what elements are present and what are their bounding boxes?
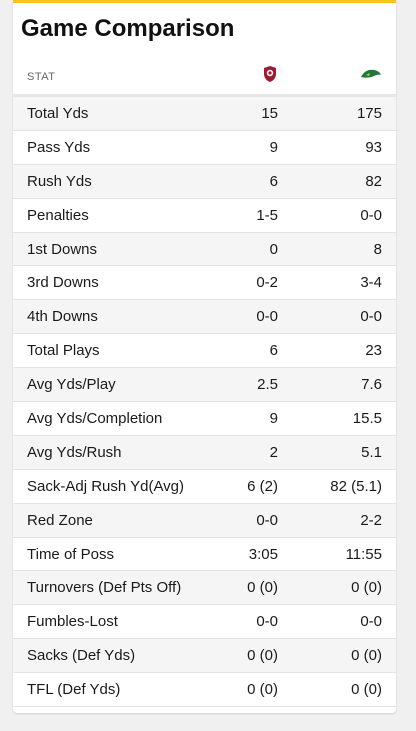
stat-label: Fumbles-Lost	[27, 613, 118, 631]
stat-label: Avg Yds/Play	[27, 376, 116, 394]
stat-label: 3rd Downs	[27, 274, 99, 292]
team2-value: 0 (0)	[351, 681, 382, 699]
table-row: Red Zone 0-0 2-2	[13, 503, 396, 538]
stat-label: Turnovers (Def Pts Off)	[27, 579, 182, 597]
team2-value: 93	[365, 138, 382, 156]
stat-label: Avg Yds/Completion	[27, 409, 163, 427]
team1-value: 0 (0)	[247, 681, 278, 699]
stat-label: Time of Poss	[27, 545, 114, 563]
table-row: Avg Yds/Completion 9 15.5	[13, 402, 396, 436]
team1-value: 0 (0)	[247, 579, 278, 597]
team1-value: 15	[261, 104, 278, 122]
stat-label: Red Zone	[27, 511, 93, 529]
team1-value: 0 (0)	[247, 647, 278, 665]
stat-label: Penalties	[27, 206, 89, 224]
team2-value: 175	[356, 104, 382, 122]
table-row: 3rd Downs 0-2 3-4	[13, 266, 396, 301]
stat-label: 1st Downs	[27, 240, 98, 258]
table-row: Avg Yds/Play 2.5 7.6	[13, 368, 396, 403]
table-row: Rush Yds 6 82	[13, 164, 396, 199]
table-row: Penalties 1-5 0-0	[13, 198, 396, 233]
team2-value: 23	[365, 342, 382, 360]
green-team-logo-icon	[361, 69, 381, 78]
team1-value: 6	[269, 342, 278, 360]
team1-value: 6 (2)	[247, 477, 278, 495]
table-row: Sack-Adj Rush Yd(Avg) 6 (2) 82 (5.1)	[13, 469, 396, 504]
team2-value: 82	[365, 172, 382, 190]
stat-label: Total Yds	[27, 104, 89, 122]
team1-value: 0-2	[256, 274, 278, 292]
table-row: Total Yds 15 175	[13, 97, 396, 131]
team2-value: 3-4	[360, 274, 382, 292]
game-comparison-card: Game Comparison STAT Total Yds 15 175 Pass …	[13, 0, 396, 713]
stats-table-body: Total Yds 15 175 Pass Yds 9 93 Rush Yds 6 82 Pena…	[13, 97, 396, 708]
red-badge-logo-icon	[264, 65, 276, 82]
stat-label: Pass Yds	[27, 138, 91, 156]
stat-label: TFL (Def Yds)	[27, 681, 121, 699]
team1-value: 6	[269, 172, 278, 190]
table-row: TFL (Def Yds) 0 (0) 0 (0)	[13, 673, 396, 708]
table-row: Avg Yds/Rush 2 5.1	[13, 435, 396, 470]
team1-value: 0-0	[256, 511, 278, 529]
table-header: STAT	[13, 53, 396, 97]
stat-label: Rush Yds	[27, 172, 92, 190]
team2-value: 0-0	[360, 613, 382, 631]
team2-value: 5.1	[361, 443, 382, 461]
team1-value: 3:05	[248, 545, 278, 563]
table-row: Sacks (Def Yds) 0 (0) 0 (0)	[13, 639, 396, 674]
table-row: 4th Downs 0-0 0-0	[13, 300, 396, 335]
table-row: Fumbles-Lost 0-0 0-0	[13, 605, 396, 640]
table-row: Time of Poss 3:05 11:55	[13, 537, 396, 572]
team1-value: 0-0	[256, 308, 278, 326]
team2-value: 15.5	[352, 409, 382, 427]
table-row: 1st Downs 0 8	[13, 232, 396, 267]
team1-value: 9	[269, 409, 278, 427]
team1-value: 2.5	[257, 376, 278, 394]
team1-logo-cell	[202, 65, 292, 83]
team1-value: 2	[269, 443, 278, 461]
team2-value: 11:55	[345, 545, 382, 563]
stat-label: Avg Yds/Rush	[27, 443, 122, 461]
team2-value: 2-2	[360, 511, 382, 529]
team1-value: 9	[269, 138, 278, 156]
accent-bar	[13, 0, 396, 3]
team1-value: 1-5	[256, 206, 278, 224]
stat-label: 4th Downs	[27, 308, 98, 326]
team2-value: 0 (0)	[351, 647, 382, 665]
team2-value: 0-0	[360, 308, 382, 326]
stat-column-header: STAT	[27, 70, 56, 83]
table-row: Total Plays 6 23	[13, 334, 396, 369]
stat-label: Sacks (Def Yds)	[27, 647, 136, 665]
stat-label: Sack-Adj Rush Yd(Avg)	[27, 477, 185, 495]
team2-value: 7.6	[361, 376, 382, 394]
team2-value: 0 (0)	[351, 579, 382, 597]
team1-value: 0	[269, 240, 278, 258]
team2-value: 82 (5.1)	[330, 477, 382, 495]
team2-value: 8	[373, 240, 382, 258]
table-row: Pass Yds 9 93	[13, 130, 396, 165]
stat-label: Total Plays	[27, 342, 100, 360]
team2-value: 0-0	[360, 206, 382, 224]
page-title: Game Comparison	[21, 15, 235, 42]
team1-value: 0-0	[256, 613, 278, 631]
team2-logo-cell	[292, 67, 382, 81]
table-row: Turnovers (Def Pts Off) 0 (0) 0 (0)	[13, 571, 396, 606]
